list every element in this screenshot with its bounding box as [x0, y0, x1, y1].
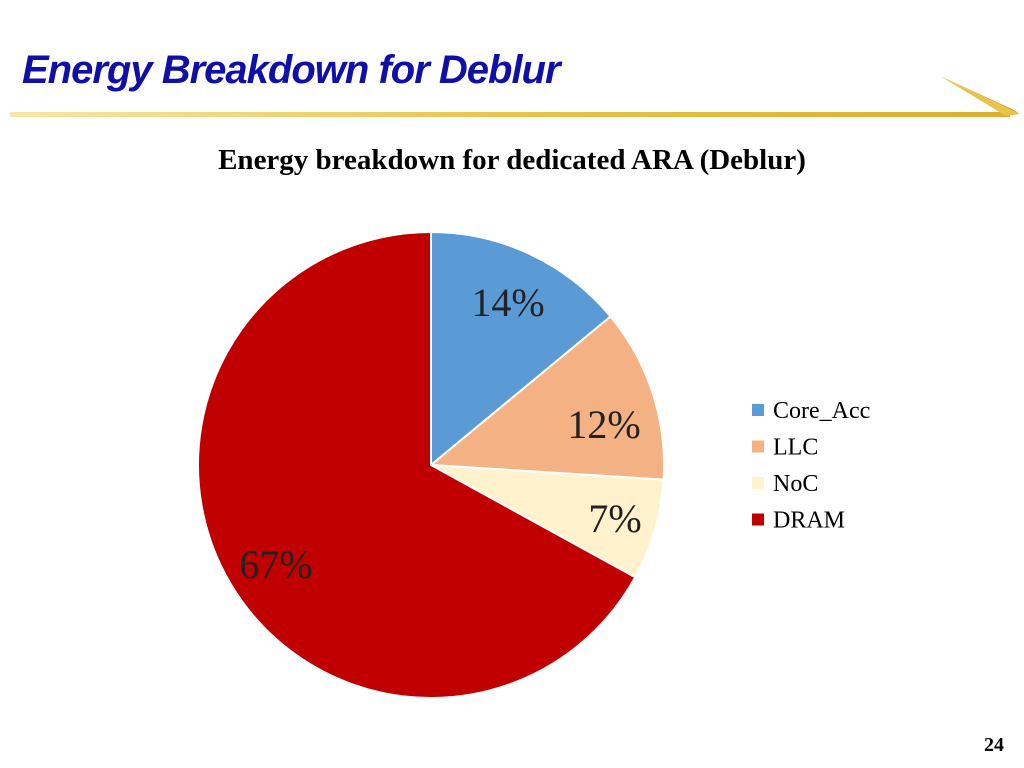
- arrow-logo-icon: [940, 76, 1020, 116]
- legend-label-dram: DRAM: [773, 508, 845, 534]
- data-label-dram: 67%: [239, 542, 312, 587]
- pie-slice-dram: [197, 230, 637, 699]
- data-label-core-acc: 14%: [471, 280, 544, 325]
- page-number: 24: [984, 734, 1004, 756]
- legend-swatch-dram: [752, 513, 764, 526]
- legend-label-core-acc: Core_Acc: [773, 398, 870, 424]
- legend-label-llc: LLC: [773, 435, 818, 461]
- legend-swatch-llc: [752, 440, 764, 453]
- data-label-llc: 12%: [567, 402, 640, 447]
- legend-swatch-noc: [752, 477, 764, 489]
- pie-slice-core-acc: [430, 230, 612, 468]
- title-divider: [10, 112, 1010, 117]
- legend-swatch-core-acc: [752, 404, 764, 416]
- slide-title: Energy Breakdown for Deblur: [22, 48, 561, 92]
- legend-label-noc: NoC: [773, 471, 818, 497]
- pie-slice-noc: [430, 464, 665, 579]
- pie-slice-llc: [428, 315, 665, 481]
- data-label-noc: 7%: [588, 496, 641, 541]
- chart-title: Energy breakdown for dedicated ARA (Debl…: [218, 144, 806, 176]
